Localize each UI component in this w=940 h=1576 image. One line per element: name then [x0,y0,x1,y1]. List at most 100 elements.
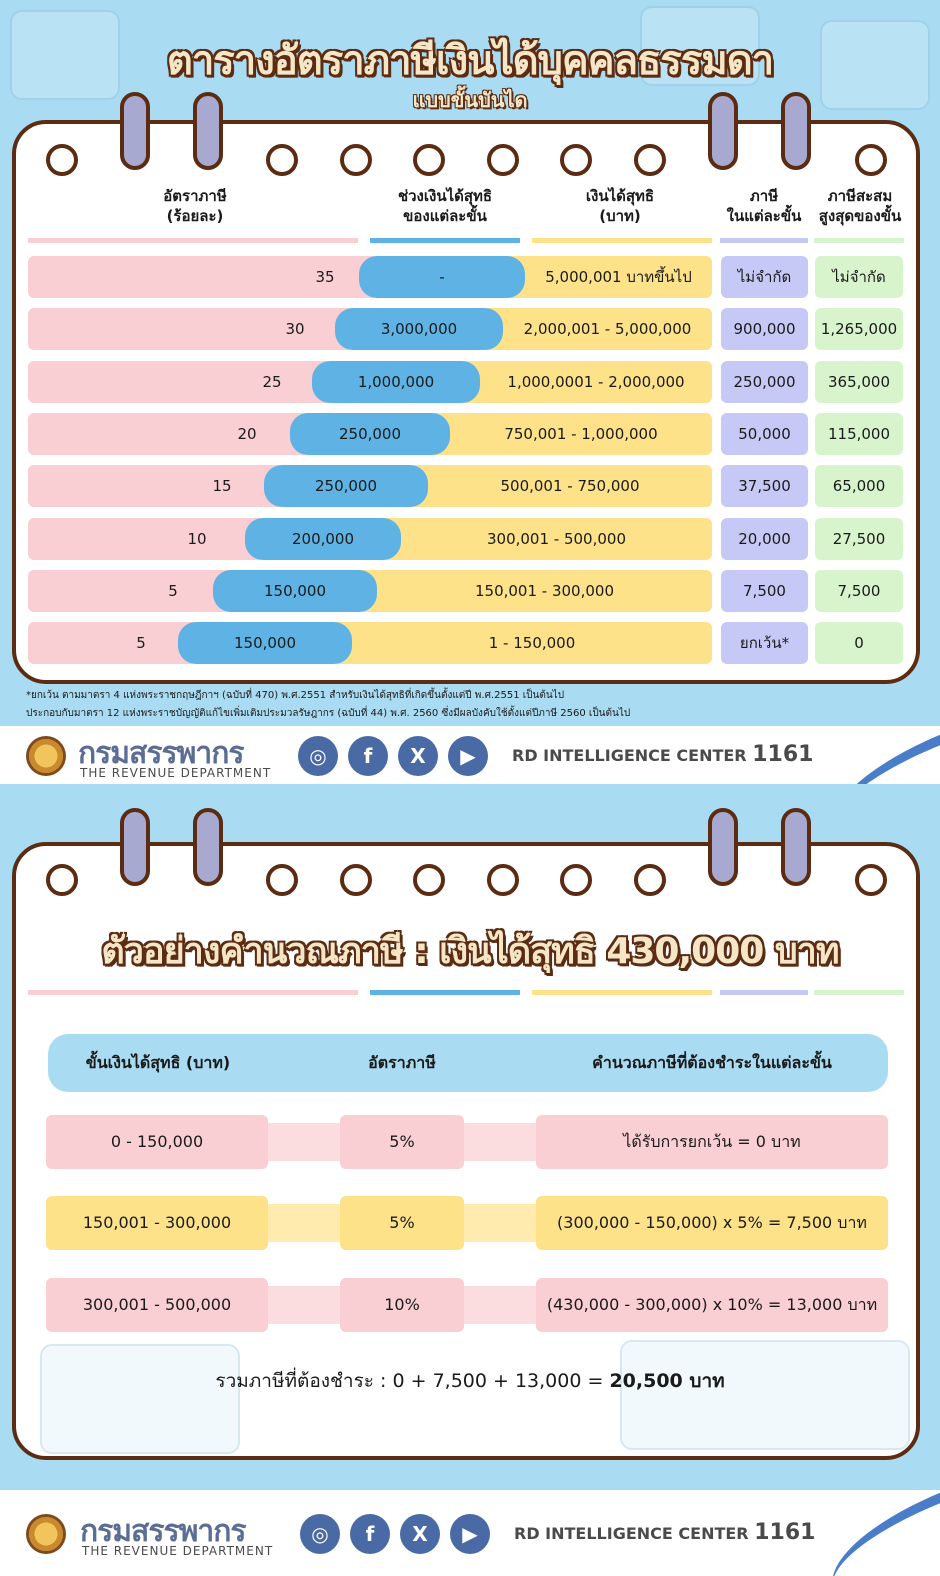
binder-hole [340,144,372,176]
example-calc-bg [536,1115,888,1169]
revenue-department-seal [26,1514,66,1554]
money-bag-illustration [10,10,120,100]
cumulative-cell-bg [815,570,903,612]
column-divider-green [814,238,904,243]
binder-hole [634,864,666,896]
binder-ring [781,808,811,886]
rd-center-number: 1161 [754,1520,816,1545]
tax-cell-bg [721,622,808,664]
cumulative-value: 27,500 [832,530,886,548]
example-range-value: 0 - 150,000 [110,1132,204,1151]
tax-cell-bg [721,361,808,403]
example-range-value: 150,001 - 300,000 [82,1213,232,1232]
section-divider-green [814,990,904,995]
globe-icon[interactable]: ◎ [298,736,338,776]
tax-value: 50,000 [738,425,791,443]
tax-value: 37,500 [738,477,791,495]
tax-cell-bg [721,570,808,612]
column-header-cumulative: ภาษีสะสม สูงสุดของขั้น [818,187,902,225]
example-calc-value: (300,000 - 150,000) x 5% = 7,500 บาท [557,1213,867,1232]
span-cell-bg [178,622,352,664]
rd-center-number: 1161 [752,742,814,767]
rate-value: 5 [136,634,146,652]
cumulative-value: 0 [854,634,864,652]
tax-cell-bg [721,465,808,507]
brand-footer: กรมสรรพากร THE REVENUE DEPARTMENT ◎ f X … [0,1479,940,1576]
income-range-value: 750,001 - 1,000,000 [504,425,658,443]
x-icon[interactable]: X [398,736,438,776]
binder-hole [560,144,592,176]
column-divider-purple [720,238,808,243]
column-header-span: ช่วงเงินได้สุทธิ ของแต่ละขั้น [397,187,493,225]
cumulative-value: 65,000 [832,477,886,495]
cumulative-cell-bg [815,413,903,455]
rd-center-label: RD INTELLIGENCE CENTER 1161 [514,1520,815,1545]
cumulative-value: ไม่จำกัด [832,268,886,286]
tax-value: 250,000 [733,373,796,391]
rd-center-name: RD INTELLIGENCE CENTER [514,1524,749,1543]
example-rate-value: 5% [389,1213,415,1232]
facebook-icon[interactable]: f [350,1514,390,1554]
example-table-header [48,1034,888,1092]
income-cell-bg [505,256,712,298]
span-cell-bg [213,570,377,612]
cumulative-cell-bg [815,256,903,298]
span-cell-bg [335,308,503,350]
section-divider-pink [28,990,358,995]
span-cell-bg [312,361,480,403]
rd-center-label: RD INTELLIGENCE CENTER 1161 [512,742,813,767]
section-divider-blue [370,990,520,995]
span-cell-bg [245,518,401,560]
rate-cell-bg [28,465,284,507]
binder-hole [266,864,298,896]
cumulative-value: 1,265,000 [820,320,898,338]
rate-cell-bg [28,361,332,403]
tax-cell-bg [721,308,808,350]
cumulative-cell-bg [815,308,903,350]
income-range-value: 2,000,001 - 5,000,000 [523,320,692,338]
income-cell-bg [408,465,712,507]
span-value: 1,000,000 [357,373,435,391]
section-divider-purple [720,990,808,995]
example-calc-bg [536,1278,888,1332]
example-rate-value: 10% [384,1295,420,1314]
span-value: - [439,268,445,286]
cumulative-value: 7,500 [837,582,881,600]
tax-value: 7,500 [743,582,786,600]
binder-hole [340,864,372,896]
rate-value: 15 [212,477,232,495]
facebook-icon[interactable]: f [348,736,388,776]
rate-value: 20 [237,425,257,443]
x-icon[interactable]: X [400,1514,440,1554]
rate-cell-bg [28,570,233,612]
rate-value: 10 [187,530,207,548]
footnote-2: ประกอบกับมาตรา 12 แห่งพระราชบัญญัติแก้ไข… [26,708,631,719]
globe-icon[interactable]: ◎ [300,1514,340,1554]
income-cell-bg [460,361,712,403]
brand-name-thai: กรมสรรพากร [78,736,244,771]
income-cell-bg [357,570,712,612]
tax-value: 900,000 [733,320,796,338]
binder-hole [487,864,519,896]
income-range-value: 300,001 - 500,000 [486,530,626,548]
example-range-bg [46,1115,268,1169]
rate-cell-bg [28,518,265,560]
column-divider-yellow [532,238,712,243]
example-calc-bg [536,1196,888,1250]
income-range-value: 150,001 - 300,000 [474,582,614,600]
brand-name-english: THE REVENUE DEPARTMENT [80,766,272,780]
page-title: ตารางอัตราภาษีเงินได้บุคคลธรรมดา [166,38,774,84]
span-cell-bg [290,413,450,455]
income-cell-bg [381,518,712,560]
span-value: 150,000 [263,582,327,600]
example-rate-bg [340,1115,464,1169]
revenue-department-seal [26,736,66,776]
binder-hole [855,864,887,896]
youtube-icon[interactable]: ▶ [448,736,488,776]
youtube-icon[interactable]: ▶ [450,1514,490,1554]
rate-cell-bg [28,308,355,350]
brand-name-thai: กรมสรรพากร [80,1514,246,1549]
rate-cell-bg [28,413,310,455]
example-range-bg [46,1278,268,1332]
invoice-calculator-illustration [620,1340,910,1450]
